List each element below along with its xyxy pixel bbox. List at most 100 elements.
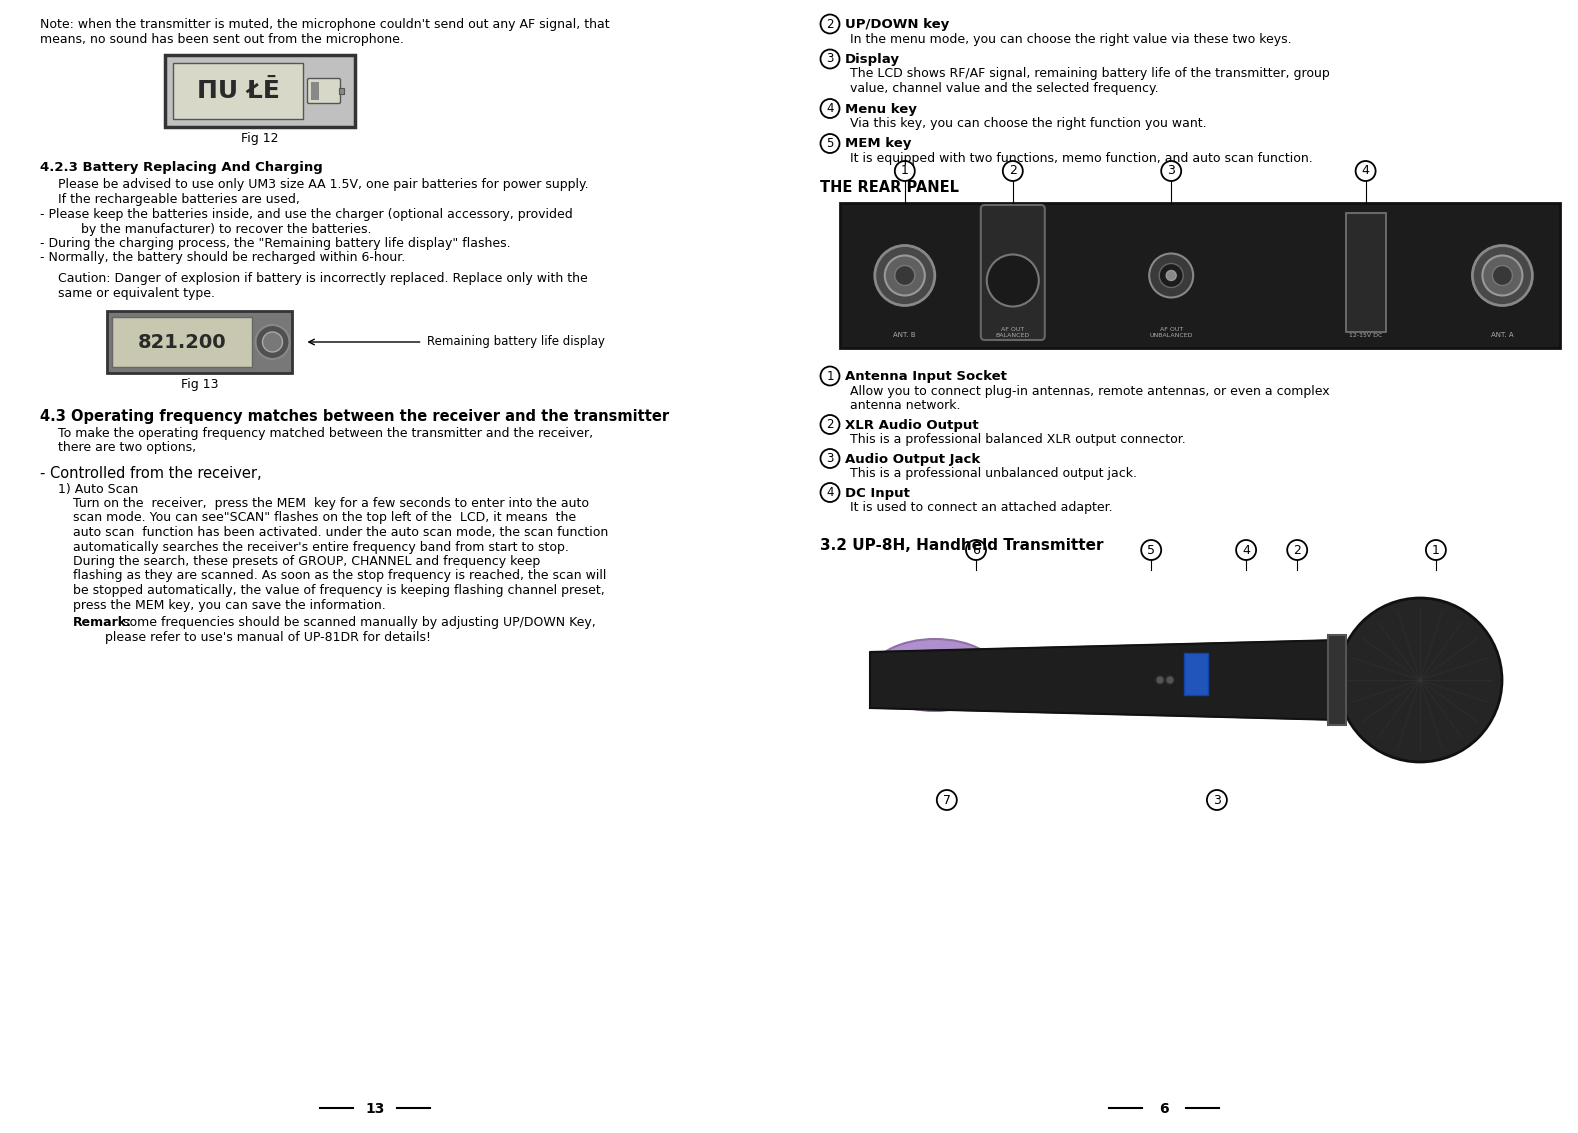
Text: This is a professional unbalanced output jack.: This is a professional unbalanced output… (851, 467, 1138, 480)
Text: DC Input: DC Input (844, 486, 911, 500)
Text: 6: 6 (1160, 1102, 1169, 1116)
Text: 3: 3 (1213, 793, 1221, 807)
Text: The LCD shows RF/AF signal, remaining battery life of the transmitter, group: The LCD shows RF/AF signal, remaining ba… (851, 68, 1330, 80)
Text: press the MEM key, you can save the information.: press the MEM key, you can save the info… (73, 598, 385, 612)
Text: 2: 2 (827, 17, 833, 31)
Text: 3: 3 (827, 52, 833, 66)
Text: ПU ŁĒ: ПU ŁĒ (197, 79, 279, 103)
Text: 4: 4 (1362, 164, 1370, 178)
Text: there are two options,: there are two options, (58, 442, 196, 454)
Text: same or equivalent type.: same or equivalent type. (58, 287, 215, 299)
Circle shape (1472, 246, 1532, 306)
Text: auto scan  function has been activated. under the auto scan mode, the scan funct: auto scan function has been activated. u… (73, 526, 608, 539)
Circle shape (256, 325, 289, 359)
Text: - Controlled from the receiver,: - Controlled from the receiver, (39, 466, 262, 482)
Text: be stopped automatically, the value of frequency is keeping flashing channel pre: be stopped automatically, the value of f… (73, 583, 604, 597)
Text: Caution: Danger of explosion if battery is incorrectly replaced. Replace only wi: Caution: Danger of explosion if battery … (58, 272, 587, 286)
Text: Display: Display (844, 53, 899, 66)
FancyBboxPatch shape (308, 78, 341, 103)
Text: Via this key, you can choose the right function you want.: Via this key, you can choose the right f… (851, 117, 1207, 130)
Text: Audio Output Jack: Audio Output Jack (844, 452, 980, 466)
Text: 5: 5 (827, 137, 833, 150)
Circle shape (1493, 265, 1512, 286)
Text: 13: 13 (366, 1102, 385, 1116)
Circle shape (874, 246, 934, 306)
Text: It is equipped with two functions, memo function, and auto scan function.: It is equipped with two functions, memo … (851, 152, 1313, 165)
Text: Allow you to connect plug-in antennas, remote antennas, or even a complex: Allow you to connect plug-in antennas, r… (851, 384, 1330, 398)
Text: 7: 7 (942, 793, 952, 807)
Text: 6: 6 (972, 544, 980, 556)
Text: ANT. B: ANT. B (893, 332, 917, 338)
Text: This is a professional balanced XLR output connector.: This is a professional balanced XLR outp… (851, 433, 1185, 446)
Text: If the rechargeable batteries are used,: If the rechargeable batteries are used, (58, 194, 300, 206)
Text: 2: 2 (1294, 544, 1302, 556)
FancyBboxPatch shape (839, 203, 1561, 348)
FancyBboxPatch shape (339, 88, 344, 94)
Text: Fig 13: Fig 13 (181, 378, 219, 391)
Text: In the menu mode, you can choose the right value via these two keys.: In the menu mode, you can choose the rig… (851, 33, 1292, 45)
Polygon shape (869, 640, 1340, 719)
Text: Remark:: Remark: (73, 616, 133, 629)
Circle shape (895, 265, 915, 286)
Text: ANT. A: ANT. A (1491, 332, 1513, 338)
Text: flashing as they are scanned. As soon as the stop frequency is reached, the scan: flashing as they are scanned. As soon as… (73, 570, 606, 582)
FancyBboxPatch shape (112, 317, 252, 367)
Text: 4: 4 (1242, 544, 1250, 556)
Text: some frequencies should be scanned manually by adjusting UP/DOWN Key,: some frequencies should be scanned manua… (118, 616, 596, 629)
Text: scan mode. You can see"SCAN" flashes on the top left of the  LCD, it means  the: scan mode. You can see"SCAN" flashes on … (73, 511, 576, 525)
Text: Note: when the transmitter is muted, the microphone couldn't send out any AF sig: Note: when the transmitter is muted, the… (39, 18, 609, 31)
Text: 3: 3 (827, 452, 833, 465)
Circle shape (885, 256, 925, 296)
Text: UP/DOWN key: UP/DOWN key (844, 18, 950, 31)
Text: 3: 3 (1168, 164, 1176, 178)
Text: 4: 4 (827, 486, 833, 499)
Text: AF OUT
BALANCED: AF OUT BALANCED (996, 327, 1030, 338)
FancyBboxPatch shape (1184, 653, 1209, 695)
FancyBboxPatch shape (166, 56, 355, 127)
Text: 1: 1 (901, 164, 909, 178)
Text: THE REAR PANEL: THE REAR PANEL (821, 180, 959, 196)
Circle shape (1166, 271, 1176, 281)
Circle shape (1482, 256, 1523, 296)
Text: Remaining battery life display: Remaining battery life display (428, 335, 606, 349)
Text: by the manufacturer) to recover the batteries.: by the manufacturer) to recover the batt… (73, 222, 371, 236)
Text: Turn on the  receiver,  press the MEM  key for a few seconds to enter into the a: Turn on the receiver, press the MEM key … (73, 497, 589, 510)
Text: XLR Audio Output: XLR Audio Output (844, 418, 978, 432)
Text: value, channel value and the selected frequency.: value, channel value and the selected fr… (851, 82, 1158, 95)
Text: antenna network.: antenna network. (851, 399, 961, 412)
Text: 3.2 UP-8H, Handheld Transmitter: 3.2 UP-8H, Handheld Transmitter (821, 538, 1103, 554)
Circle shape (262, 332, 282, 352)
Text: MEM key: MEM key (844, 137, 912, 151)
FancyBboxPatch shape (107, 310, 292, 373)
Text: Please be advised to use only UM3 size AA 1.5V, one pair batteries for power sup: Please be advised to use only UM3 size A… (58, 178, 589, 191)
Circle shape (1160, 264, 1184, 288)
Text: 12-15V DC: 12-15V DC (1349, 333, 1382, 338)
Text: Menu key: Menu key (844, 102, 917, 116)
Text: please refer to use's manual of UP-81DR for details!: please refer to use's manual of UP-81DR … (73, 630, 431, 644)
FancyBboxPatch shape (982, 205, 1045, 340)
Text: 1) Auto Scan: 1) Auto Scan (58, 483, 139, 495)
Circle shape (1157, 676, 1165, 684)
Text: 821.200: 821.200 (139, 332, 227, 351)
Text: 4.3 Operating frequency matches between the receiver and the transmitter: 4.3 Operating frequency matches between … (39, 409, 669, 424)
Text: 2: 2 (827, 418, 833, 431)
FancyBboxPatch shape (174, 63, 303, 119)
Text: Fig 12: Fig 12 (241, 133, 279, 145)
Text: - Please keep the batteries inside, and use the charger (optional accessory, pro: - Please keep the batteries inside, and … (39, 208, 573, 221)
Ellipse shape (869, 639, 1000, 712)
FancyBboxPatch shape (1329, 634, 1346, 725)
Text: 1: 1 (1431, 544, 1439, 556)
Circle shape (986, 255, 1038, 307)
Text: Antenna Input Socket: Antenna Input Socket (844, 370, 1007, 383)
FancyBboxPatch shape (311, 82, 319, 100)
Text: - During the charging process, the "Remaining battery life display" flashes.: - During the charging process, the "Rema… (39, 237, 511, 250)
Text: 1: 1 (827, 369, 833, 383)
Circle shape (1166, 676, 1174, 684)
Circle shape (1338, 598, 1502, 763)
Text: During the search, these presets of GROUP, CHANNEL and frequency keep: During the search, these presets of GROU… (73, 555, 540, 568)
Text: It is used to connect an attached adapter.: It is used to connect an attached adapte… (851, 501, 1112, 514)
Text: automatically searches the receiver's entire frequency band from start to stop.: automatically searches the receiver's en… (73, 540, 570, 554)
Circle shape (1149, 254, 1193, 298)
Text: means, no sound has been sent out from the microphone.: means, no sound has been sent out from t… (39, 33, 404, 45)
Text: To make the operating frequency matched between the transmitter and the receiver: To make the operating frequency matched … (58, 427, 593, 440)
